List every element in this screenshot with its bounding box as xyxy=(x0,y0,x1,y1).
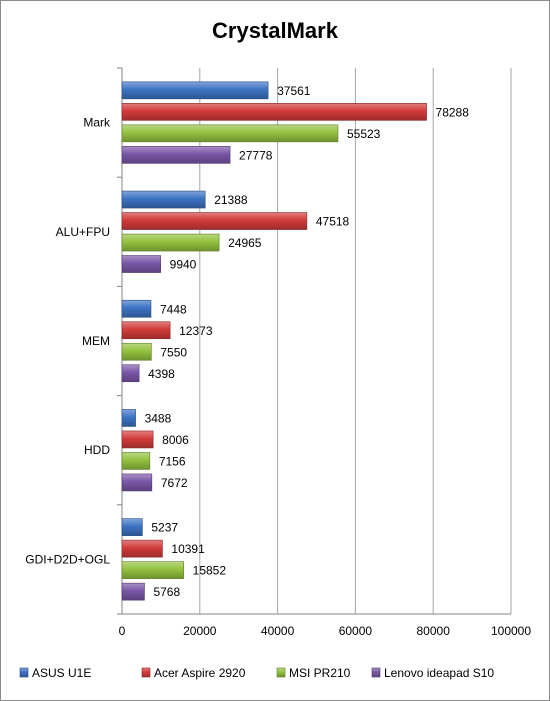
bar xyxy=(121,364,140,383)
bar xyxy=(121,212,308,230)
category-label: Mark xyxy=(83,116,111,130)
bar xyxy=(121,146,231,164)
x-tick-label: 80000 xyxy=(417,624,451,638)
bar xyxy=(121,233,220,252)
bar xyxy=(121,321,171,340)
x-tick-label: 0 xyxy=(119,624,126,638)
data-label: 9940 xyxy=(170,258,197,272)
bar xyxy=(121,518,143,536)
x-tick-label: 20000 xyxy=(183,624,217,638)
legend-label: Lenovo ideapad S10 xyxy=(384,666,494,680)
data-label: 78288 xyxy=(436,105,470,119)
x-tick-label: 40000 xyxy=(261,624,295,638)
data-label: 27778 xyxy=(239,148,273,162)
data-label: 5768 xyxy=(153,585,180,599)
legend-swatch xyxy=(19,667,29,678)
data-label: 47518 xyxy=(316,215,350,229)
data-label: 10391 xyxy=(171,542,205,556)
bar xyxy=(121,473,153,492)
bar xyxy=(121,452,151,470)
data-label: 7672 xyxy=(161,476,188,490)
bar xyxy=(121,561,184,579)
bar xyxy=(121,103,427,121)
category-label: ALU+FPU xyxy=(56,225,110,239)
data-label: 7550 xyxy=(160,345,187,359)
x-tick-label: 100000 xyxy=(491,624,531,638)
legend-swatch xyxy=(371,667,381,678)
x-tick-label: 60000 xyxy=(339,624,373,638)
category-label: MEM xyxy=(82,334,110,348)
plot-area: 0 20000 40000 60000 80000 100000 Mark 37561 7828… xyxy=(25,67,531,638)
bar xyxy=(121,409,136,427)
data-label: 7448 xyxy=(160,302,187,316)
data-label: 15852 xyxy=(193,564,227,578)
legend-swatch xyxy=(276,667,286,678)
chart-title: CrystalMark xyxy=(212,18,339,43)
data-label: 3488 xyxy=(145,411,172,425)
data-label: 55523 xyxy=(347,127,381,141)
bar xyxy=(121,81,269,100)
bar xyxy=(121,430,154,449)
bar xyxy=(121,255,161,273)
legend-label: ASUS U1E xyxy=(32,666,91,680)
bar xyxy=(121,342,152,361)
legend-swatch xyxy=(141,667,151,678)
legend-label: MSI PR210 xyxy=(289,666,351,680)
bar xyxy=(121,582,145,601)
data-label: 12373 xyxy=(179,324,213,338)
data-label: 5237 xyxy=(151,521,178,535)
data-label: 21388 xyxy=(214,193,248,207)
bar xyxy=(121,539,163,558)
data-label: 37561 xyxy=(277,84,311,98)
data-label: 4398 xyxy=(148,367,175,381)
legend: ASUS U1E Acer Aspire 2920 MSI PR210 Lenovo … xyxy=(19,666,494,680)
bar xyxy=(121,124,339,143)
category-label: GDI+D2D+OGL xyxy=(25,552,110,566)
bar xyxy=(121,190,206,209)
data-label: 7156 xyxy=(159,454,186,468)
bar xyxy=(121,299,152,318)
data-label: 24965 xyxy=(228,236,262,250)
category-label: HDD xyxy=(84,443,110,457)
legend-label: Acer Aspire 2920 xyxy=(154,666,246,680)
data-label: 8006 xyxy=(162,433,189,447)
